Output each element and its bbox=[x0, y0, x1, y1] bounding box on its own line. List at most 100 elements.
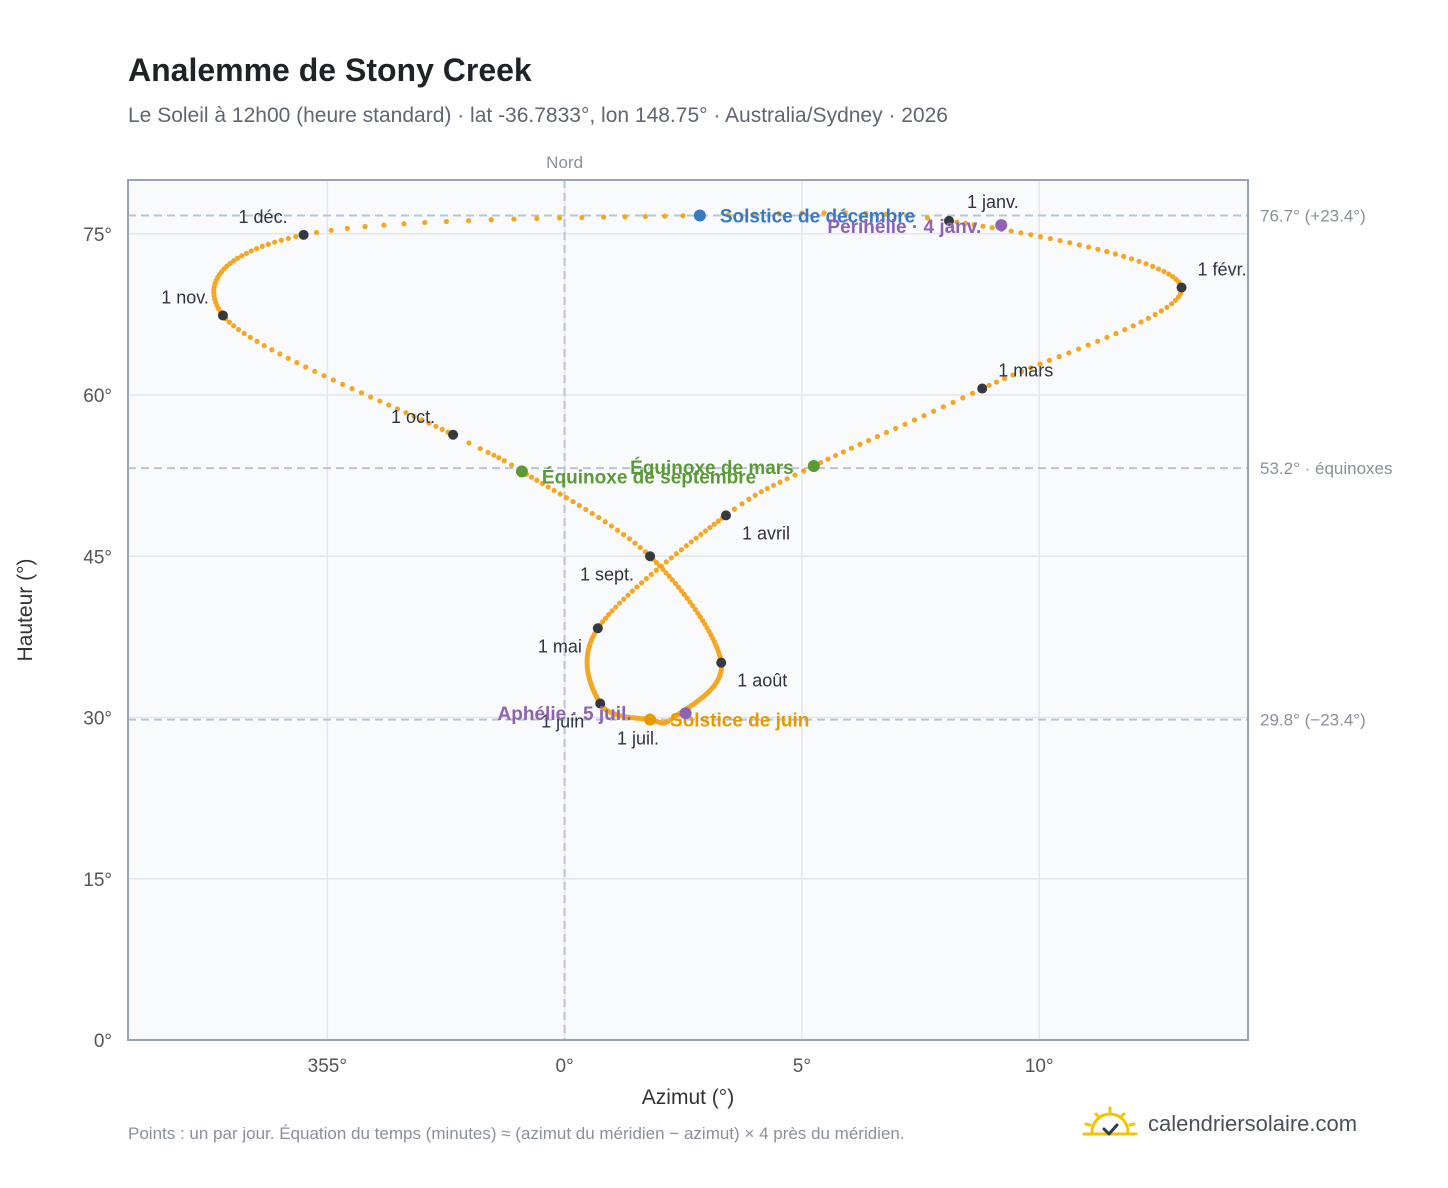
brand-logo[interactable]: calendriersolaire.com bbox=[1082, 1104, 1357, 1144]
daily-point bbox=[924, 215, 931, 221]
daily-point bbox=[545, 484, 551, 490]
sun-check-icon bbox=[1082, 1106, 1138, 1136]
daily-point bbox=[403, 410, 409, 416]
month-markers: 1 janv. 1 févr. 1 mars 1 avril 1 mai 1 juin 1 … bbox=[161, 192, 1246, 749]
daily-point bbox=[583, 506, 589, 513]
daily-point bbox=[485, 449, 491, 456]
daily-point bbox=[1095, 338, 1101, 344]
daily-point bbox=[902, 421, 908, 427]
daily-point bbox=[241, 330, 247, 337]
daily-point bbox=[1019, 368, 1025, 375]
daily-point bbox=[614, 527, 621, 533]
event-label: Périhélie · 4 janv. bbox=[827, 217, 981, 238]
event-label: Solstice de juin bbox=[670, 711, 809, 732]
daily-point bbox=[666, 573, 672, 579]
daily-point bbox=[344, 225, 350, 231]
daily-point bbox=[842, 210, 848, 216]
month-label: 1 mai bbox=[538, 636, 582, 656]
daily-point bbox=[660, 566, 666, 572]
daily-point bbox=[466, 440, 472, 446]
daily-point bbox=[1010, 372, 1016, 378]
daily-point bbox=[534, 477, 540, 483]
daily-point bbox=[576, 502, 582, 509]
daily-point bbox=[608, 523, 615, 529]
daily-point bbox=[235, 326, 242, 333]
event-marker bbox=[995, 219, 1008, 232]
daily-point bbox=[234, 255, 241, 261]
daily-point bbox=[496, 455, 502, 461]
daily-point bbox=[534, 215, 540, 222]
daily-point bbox=[394, 406, 401, 412]
daily-point bbox=[362, 224, 368, 230]
month-marker bbox=[977, 383, 988, 394]
event-label: Aphélie · 5 juil. bbox=[498, 704, 632, 725]
month-label: 1 août bbox=[737, 671, 787, 691]
daily-point bbox=[539, 480, 545, 487]
daily-point bbox=[632, 540, 638, 546]
daily-point bbox=[1158, 308, 1164, 314]
daily-point bbox=[663, 559, 669, 565]
daily-point bbox=[340, 381, 346, 387]
daily-point bbox=[697, 614, 703, 620]
daily-point bbox=[226, 319, 232, 325]
daily-point bbox=[642, 213, 648, 220]
event-marker bbox=[807, 459, 820, 472]
event-marker bbox=[515, 465, 528, 478]
daily-point bbox=[239, 253, 245, 259]
daily-point bbox=[1156, 266, 1162, 272]
daily-point bbox=[751, 211, 757, 217]
daily-point bbox=[386, 402, 392, 408]
plot-background bbox=[128, 180, 1248, 1040]
daily-point bbox=[625, 592, 631, 598]
month-label: 1 juil. bbox=[617, 729, 659, 749]
daily-point bbox=[687, 599, 693, 605]
daily-point bbox=[1086, 244, 1092, 250]
daily-point bbox=[746, 496, 752, 502]
month-marker bbox=[645, 551, 656, 562]
x-tick-label: 355° bbox=[308, 1056, 347, 1077]
daily-point bbox=[1136, 258, 1142, 264]
y-tick-label: 75° bbox=[83, 225, 112, 246]
footnote: Points : un par jour. Équation du temps … bbox=[128, 1124, 905, 1143]
reference-line-label: 53.2° · équinoxes bbox=[1260, 459, 1393, 478]
daily-point bbox=[731, 506, 738, 512]
daily-point bbox=[634, 584, 640, 590]
daily-point bbox=[1085, 342, 1091, 348]
daily-point bbox=[609, 608, 615, 614]
daily-point bbox=[381, 222, 387, 228]
daily-point bbox=[401, 221, 407, 227]
daily-point bbox=[261, 342, 267, 349]
daily-point bbox=[883, 211, 889, 217]
y-tick-label: 0° bbox=[94, 1031, 112, 1052]
daily-point bbox=[758, 489, 764, 495]
daily-point bbox=[368, 394, 374, 400]
daily-point bbox=[1008, 228, 1014, 234]
daily-point bbox=[321, 373, 327, 379]
daily-point bbox=[511, 216, 517, 222]
daily-point bbox=[693, 535, 699, 541]
daily-point bbox=[1066, 350, 1072, 356]
daily-point bbox=[711, 521, 717, 527]
daily-point bbox=[269, 347, 275, 353]
daily-point bbox=[960, 395, 966, 401]
daily-point bbox=[508, 462, 515, 468]
daily-point bbox=[1121, 253, 1127, 259]
reference-line-label: 76.7° (+23.4°) bbox=[1260, 206, 1366, 225]
y-tick-label: 30° bbox=[83, 709, 112, 730]
daily-point bbox=[911, 417, 918, 423]
month-marker bbox=[217, 310, 228, 321]
chart-title: Analemme de Stony Creek bbox=[128, 52, 532, 88]
event-marker bbox=[693, 209, 706, 222]
daily-point bbox=[563, 495, 570, 501]
daily-point bbox=[764, 485, 770, 492]
daily-point bbox=[1113, 330, 1119, 337]
daily-point bbox=[792, 472, 798, 478]
daily-point bbox=[617, 600, 623, 606]
event-label: Équinoxe de mars bbox=[630, 457, 794, 479]
daily-point bbox=[439, 426, 445, 432]
daily-point bbox=[1067, 240, 1073, 246]
daily-point bbox=[669, 577, 675, 583]
daily-point bbox=[466, 217, 472, 224]
daily-point bbox=[825, 456, 831, 462]
daily-point bbox=[1104, 249, 1110, 255]
